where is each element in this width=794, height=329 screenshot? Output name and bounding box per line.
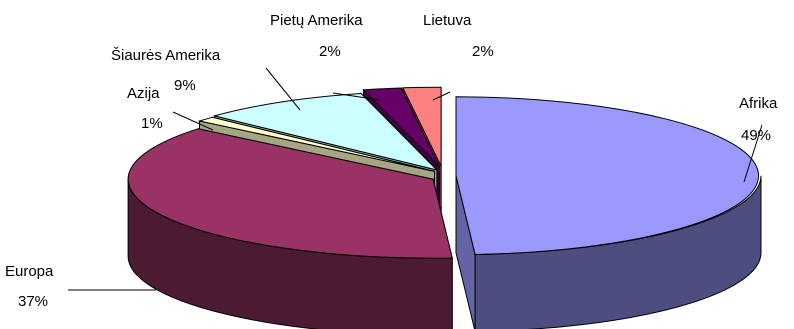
label-afrika-value: 49% [741, 127, 771, 144]
label-pietu-amerika-value: 2% [319, 43, 341, 60]
label-europa-name: Europa [5, 263, 54, 280]
label-europa-value: 37% [18, 293, 48, 310]
slice-top-siaures-amerika [212, 92, 439, 171]
leader-line-pietu-amerika [332, 92, 381, 101]
leader-line-siaures-amerika [265, 67, 301, 111]
slice-top-azija [197, 116, 435, 172]
label-siaures-amerika-value: 9% [174, 77, 196, 94]
slice-top-pietu-amerika [362, 87, 440, 167]
slice-top-afrika [455, 96, 760, 256]
label-afrika-name: Afrika [739, 95, 778, 112]
label-siaures-amerika-name: Šiaurės Amerika [111, 47, 221, 64]
leader-line-afrika [743, 124, 763, 183]
slice-top-europa [127, 128, 453, 259]
label-azija-name: Azija [127, 85, 160, 102]
label-lietuva-name: Lietuva [423, 12, 472, 29]
leader-lines [68, 67, 763, 291]
label-pietu-amerika-name: Pietų Amerika [270, 12, 363, 29]
label-azija-value: 1% [141, 115, 163, 132]
pie-top-faces [127, 86, 760, 259]
leader-line-lietuva [432, 91, 451, 101]
slice-labels: Afrika 49% Europa 37% Azija 1% Šiaurės A… [5, 12, 778, 310]
label-lietuva-value: 2% [472, 43, 494, 60]
leader-line-azija [172, 111, 214, 131]
slice-top-lietuva [402, 86, 442, 167]
slice-side-afrika [474, 175, 762, 329]
